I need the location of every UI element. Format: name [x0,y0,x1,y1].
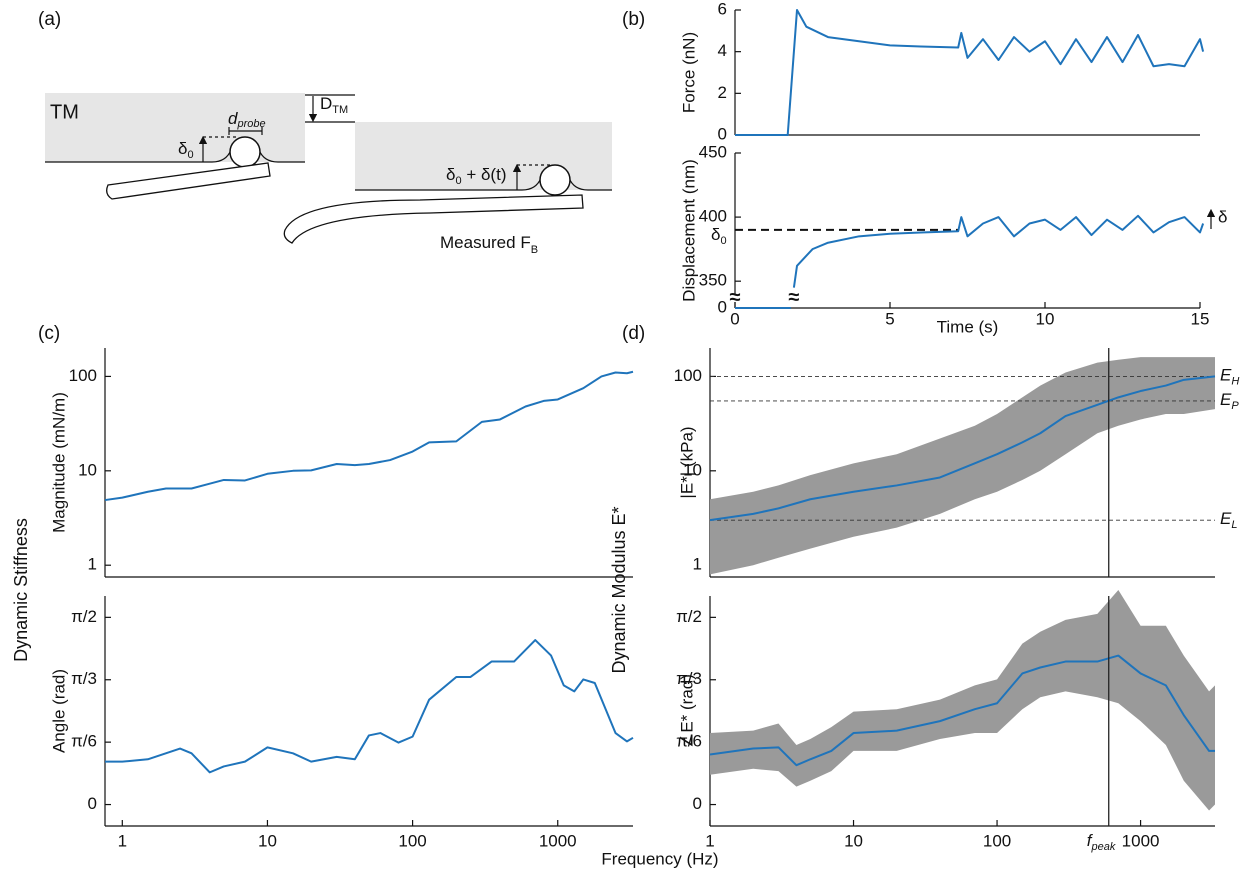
tm-label: TM [50,101,79,123]
label-main: D [320,94,332,113]
data-line [105,639,634,774]
x-tick-label: 15 [1191,309,1210,328]
y-tick-label: 0 [88,794,97,813]
label-main: E [1220,510,1232,529]
axis-break: ≈ [730,286,741,308]
error-band [710,357,1215,575]
probe [539,164,571,196]
y-tick-label: π/3 [676,669,702,688]
y-tick-label: 2 [718,83,727,102]
shared-ylabel: Dynamic Modulus E* [609,506,629,673]
label-sub: H [1231,375,1239,387]
data-line [104,370,634,502]
y-tick-label: π/6 [71,732,97,751]
measured-label: Measured FB [440,233,538,255]
label-sub: 0 [720,235,726,247]
annotation: fpeak [1087,831,1116,852]
delta0-label: δ0 [178,139,194,160]
dtm-label: DTM [320,94,348,115]
y-axis-label: Force (nN) [679,32,698,113]
probe-label: dprobe [228,109,266,129]
annotation: δ0 [711,225,727,246]
cantilever [283,194,584,244]
delta-t-label: δ0 + δ(t) [446,165,506,186]
x-tick-label: 10 [1036,309,1055,328]
x-tick-label: 1000 [1122,831,1160,850]
data-line [709,375,1216,522]
x-tick-label: 5 [885,309,894,328]
x-tick-label: 1 [705,831,714,850]
y-tick-label: 400 [699,207,727,226]
error-band [710,590,1215,811]
x-tick-label: 0 [730,309,739,328]
label-main: E [1220,366,1232,385]
annotation: δ [1218,207,1227,226]
y-tick-label: 4 [718,41,727,60]
y-tick-label: π/3 [71,669,97,688]
y-tick-label: 10 [78,460,97,479]
y-tick-label: π/2 [71,607,97,626]
x-tick-label: 10 [844,831,863,850]
y-tick-label: π/2 [676,607,702,626]
x-tick-label: 1000 [539,831,577,850]
x-tick-label: 100 [983,831,1011,850]
y-tick-label: 0 [693,794,702,813]
annotation: EL [1220,510,1237,531]
label-sub: L [1231,519,1237,531]
x-tick-label: 100 [398,831,426,850]
panel-label: (d) [622,323,645,344]
axis-break: ≈ [788,286,799,308]
annotation: EP [1220,390,1239,411]
y-tick-label: 1 [693,555,702,574]
y-tick-label: 10 [683,460,702,479]
y-tick-label: 1 [88,555,97,574]
y-axis-label: Magnitude (mN/m) [49,392,68,533]
cantilever [106,162,271,200]
x-axis-label: Frequency (Hz) [601,849,718,868]
shared-ylabel: Dynamic Stiffness [11,518,31,662]
label-main: f [1087,831,1094,850]
label-sub: probe [236,118,265,130]
y-axis-label: |E*| (kPa) [677,426,696,498]
y-tick-label: 0 [718,124,727,143]
x-tick-label: 1 [118,831,127,850]
y-tick-label: 100 [674,366,702,385]
y-tick-label: π/6 [676,732,702,751]
label-sub: 0 [187,149,193,161]
label-main: E [1220,390,1232,409]
label-sub: B [531,244,538,256]
label-main: δ [711,225,720,244]
label-main: Measured F [440,233,531,252]
label-main: d [228,109,238,128]
probe [229,136,261,168]
panel-label: (a) [38,9,61,30]
data-line [735,214,1205,309]
label-rest: + δ(t) [462,165,507,184]
y-axis-label: Angle (rad) [49,669,68,753]
label-sub: 0 [455,175,461,187]
x-axis-label: Time (s) [937,317,999,336]
y-axis-label: ∠E* (rad) [677,674,696,748]
y-tick-label: 0 [718,297,727,316]
label-main: δ [446,165,455,184]
diagram: TM dprobe δ0 DTM δ0 + δ(t) Measured FB [45,93,612,256]
panel-label: (c) [38,323,60,344]
tm-block [45,93,305,162]
y-tick-label: 350 [699,271,727,290]
label-main: δ [178,139,187,158]
y-axis-label: Displacement (nm) [679,159,698,302]
label-sub: TM [332,104,348,116]
y-tick-label: 6 [718,0,727,18]
y-tick-label: 450 [699,142,727,161]
data-line [735,9,1205,136]
data-line [709,654,1215,767]
label-sub: P [1231,400,1239,412]
label-sub: peak [1090,841,1115,853]
x-tick-label: 10 [258,831,277,850]
y-tick-label: 100 [69,366,97,385]
panel-label: (b) [622,9,645,30]
annotation: EH [1220,366,1239,387]
